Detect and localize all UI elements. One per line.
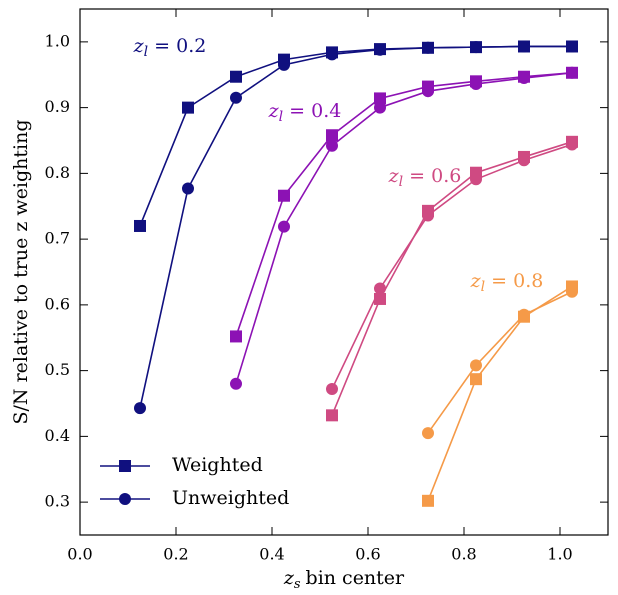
square-marker <box>182 101 194 114</box>
text-part: l <box>481 279 485 295</box>
circle-marker <box>470 359 482 372</box>
legend-label: Unweighted <box>172 487 289 509</box>
circle-marker <box>470 41 482 54</box>
legend-label: Weighted <box>172 454 263 476</box>
circle-marker <box>326 383 338 396</box>
x-axis-label: zs bin center <box>283 567 405 592</box>
y-tick-label: 0.8 <box>45 163 70 182</box>
circle-marker <box>230 91 242 104</box>
x-tick-label: 0.2 <box>163 545 188 564</box>
x-tick-label: 0.4 <box>259 545 284 564</box>
text-part: bin center <box>306 567 406 589</box>
circle-marker <box>470 77 482 90</box>
square-marker <box>230 70 242 83</box>
square-marker <box>134 219 146 232</box>
circle-marker <box>566 40 578 53</box>
square-marker <box>470 373 482 386</box>
circle-marker <box>278 58 290 71</box>
group-label: zl = 0.2 <box>133 35 207 60</box>
circle-marker <box>566 138 578 151</box>
text-part: z <box>388 165 400 187</box>
circle-marker <box>278 220 290 233</box>
square-marker <box>326 129 338 142</box>
text-part: = 0.6 <box>409 165 461 187</box>
square-marker <box>278 189 290 202</box>
square-marker <box>422 494 434 507</box>
circle-marker <box>182 182 194 195</box>
circle-marker <box>374 43 386 56</box>
x-tick-label: 1.0 <box>547 545 572 564</box>
circle-marker <box>422 209 434 222</box>
text-part: l <box>144 44 148 60</box>
text-part: l <box>399 174 403 190</box>
text-part: z <box>268 100 280 122</box>
circle-marker <box>374 101 386 114</box>
circle-marker <box>326 139 338 152</box>
series-line <box>427 291 573 434</box>
text-part: = 0.2 <box>154 35 206 57</box>
y-tick-label: 1.0 <box>45 31 70 50</box>
circle-marker <box>566 285 578 298</box>
x-tick-label: 0.8 <box>451 545 476 564</box>
y-tick-label: 0.9 <box>45 97 70 116</box>
series-line <box>235 71 573 337</box>
text-part: = 0.4 <box>289 100 341 122</box>
circle-marker <box>326 48 338 61</box>
legend-marker <box>119 460 131 472</box>
circle-marker <box>422 85 434 98</box>
group-label: zl = 0.4 <box>268 100 342 125</box>
circle-marker <box>422 41 434 54</box>
text-part: s <box>294 577 301 592</box>
text-part: z <box>283 567 295 589</box>
plot-frame <box>79 8 609 536</box>
x-tick-label: 0.0 <box>67 545 92 564</box>
circle-marker <box>374 282 386 295</box>
y-tick-label: 0.4 <box>45 426 70 445</box>
circle-marker <box>422 427 434 440</box>
square-marker <box>374 92 386 105</box>
circle-marker <box>470 173 482 186</box>
legend-marker <box>119 493 131 505</box>
y-tick-label: 0.3 <box>45 492 70 511</box>
y-tick-label: 0.6 <box>45 294 70 313</box>
series-line <box>139 45 572 409</box>
text-part: = 0.8 <box>491 270 543 292</box>
circle-marker <box>134 402 146 415</box>
series-line <box>235 71 573 385</box>
circle-marker <box>518 40 530 53</box>
text-part: z <box>133 35 145 57</box>
x-tick-label: 0.6 <box>355 545 380 564</box>
square-marker <box>230 330 242 343</box>
circle-marker <box>518 154 530 167</box>
circle-marker <box>230 377 242 390</box>
series-line <box>331 141 573 416</box>
group-label: zl = 0.6 <box>388 165 462 190</box>
y-tick-label: 0.7 <box>45 229 70 248</box>
circle-marker <box>518 308 530 321</box>
circle-marker <box>518 72 530 85</box>
y-tick-label: 0.5 <box>45 360 70 379</box>
series-line <box>427 285 573 502</box>
text-part: z <box>470 270 482 292</box>
circle-marker <box>566 66 578 79</box>
series-line <box>331 143 573 390</box>
text-part: l <box>279 109 283 125</box>
square-marker <box>326 409 338 422</box>
group-label: zl = 0.8 <box>470 270 544 295</box>
y-axis-label: S/N relative to true z weighting <box>10 119 32 424</box>
series-line <box>139 45 572 227</box>
